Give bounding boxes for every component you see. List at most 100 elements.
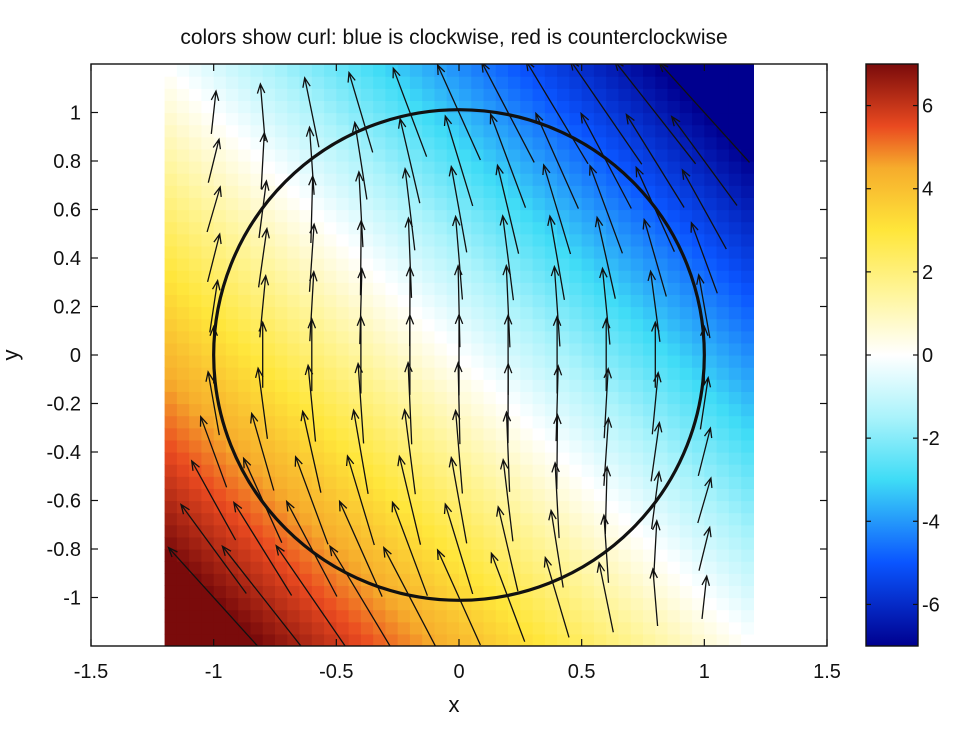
heatmap-cell — [225, 161, 239, 174]
heatmap-cell — [630, 379, 644, 392]
heatmap-cell — [299, 270, 313, 283]
heatmap-cell — [483, 161, 497, 174]
heatmap-cell — [225, 124, 239, 138]
heatmap-cell — [606, 136, 620, 150]
heatmap-cell — [446, 124, 460, 138]
heatmap-cell — [348, 76, 362, 89]
heatmap-cell — [471, 233, 485, 247]
heatmap-cell — [348, 512, 362, 526]
heatmap-cell — [275, 245, 288, 259]
heatmap-cell — [557, 500, 570, 514]
heatmap-cell — [667, 355, 681, 368]
vector-arrow — [502, 410, 512, 492]
heatmap-cell — [385, 161, 399, 174]
vector-arrow — [221, 544, 302, 646]
heatmap-cell — [544, 76, 558, 89]
heatmap-cell — [422, 270, 436, 283]
heatmap-cell — [606, 342, 620, 356]
heatmap-cell — [520, 561, 534, 574]
heatmap-cell — [569, 173, 583, 186]
heatmap-cell — [630, 306, 644, 320]
heatmap-cell — [336, 488, 350, 502]
heatmap-cell — [336, 427, 350, 441]
heatmap-cell — [311, 294, 325, 308]
heatmap-cell — [643, 427, 656, 441]
heatmap-cell — [336, 173, 350, 186]
heatmap-cell — [385, 355, 399, 368]
heatmap-cell — [373, 536, 386, 550]
heatmap-cell — [225, 233, 239, 247]
heatmap-cell — [360, 88, 374, 101]
heatmap-cell — [385, 379, 399, 392]
heatmap-cell — [630, 597, 644, 611]
heatmap-cell — [741, 391, 754, 405]
heatmap-cell — [593, 124, 607, 138]
heatmap-cell — [643, 136, 656, 150]
heatmap-cell — [667, 124, 681, 138]
heatmap-cell — [655, 161, 669, 174]
heatmap-cell — [336, 197, 350, 211]
heatmap-cell — [679, 633, 693, 646]
heatmap-cell — [262, 136, 276, 150]
heatmap-cell — [213, 621, 227, 635]
heatmap-cell — [422, 488, 436, 502]
heatmap-cell — [618, 561, 632, 574]
heatmap-cell — [422, 124, 436, 138]
heatmap-cell — [287, 258, 301, 271]
heatmap-cell — [250, 597, 264, 611]
vector-arrow — [382, 546, 437, 646]
heatmap-cell — [238, 148, 252, 162]
heatmap-cell — [348, 379, 362, 392]
heatmap-cell — [741, 488, 754, 502]
heatmap-cell — [483, 342, 497, 356]
heatmap-cell — [422, 306, 436, 320]
heatmap-cell — [520, 403, 534, 417]
heatmap-cell — [692, 221, 705, 235]
heatmap-cell — [238, 100, 252, 114]
heatmap-cell — [471, 318, 485, 332]
heatmap-cell — [618, 306, 632, 320]
heatmap-cell — [164, 294, 178, 308]
heatmap-cell — [716, 500, 730, 514]
heatmap-cell — [508, 245, 521, 259]
heatmap-cell — [667, 512, 681, 526]
heatmap-cell — [667, 148, 681, 162]
heatmap-cell — [692, 633, 705, 646]
heatmap-cell — [324, 464, 337, 477]
plot-area: -1.5 -1 -0.5 0 0.5 1 1.5 10.80.60.40.20-0.2-0.… — [47, 63, 841, 683]
heatmap-cell — [250, 500, 264, 514]
heatmap-cell — [311, 415, 325, 429]
heatmap-cell — [201, 64, 215, 77]
heatmap-cell — [692, 161, 705, 174]
heatmap-cell — [728, 464, 742, 477]
y-tick-label: 1 — [70, 103, 81, 125]
heatmap-cell — [262, 112, 276, 126]
heatmap-cell — [655, 76, 669, 89]
heatmap-cell — [495, 76, 509, 89]
vector-arrow — [596, 561, 614, 633]
heatmap-cell — [704, 573, 718, 586]
heatmap-cell — [508, 500, 521, 514]
heatmap-cell — [287, 355, 301, 368]
heatmap-cell — [373, 245, 386, 259]
heatmap-cell — [348, 427, 362, 441]
heatmap-cell — [324, 330, 337, 344]
heatmap-cell — [569, 161, 583, 174]
heatmap-cell — [397, 415, 411, 429]
heatmap-cell — [667, 403, 681, 417]
heatmap-cell — [422, 185, 436, 198]
heatmap-cell — [643, 439, 656, 453]
heatmap-cell — [336, 88, 350, 101]
heatmap-cell — [495, 318, 509, 332]
x-axis-ticks: -1.5 -1 -0.5 0 0.5 1 1.5 — [74, 64, 841, 683]
heatmap-cell — [324, 221, 337, 235]
heatmap-cell — [569, 609, 583, 623]
heatmap-cell — [225, 221, 239, 235]
heatmap-cell — [275, 609, 288, 623]
heatmap-cell — [532, 561, 546, 574]
heatmap-cell — [348, 609, 362, 623]
heatmap-cell — [593, 597, 607, 611]
heatmap-cell — [520, 221, 534, 235]
heatmap-cell — [495, 64, 509, 77]
heatmap-cell — [655, 391, 669, 405]
